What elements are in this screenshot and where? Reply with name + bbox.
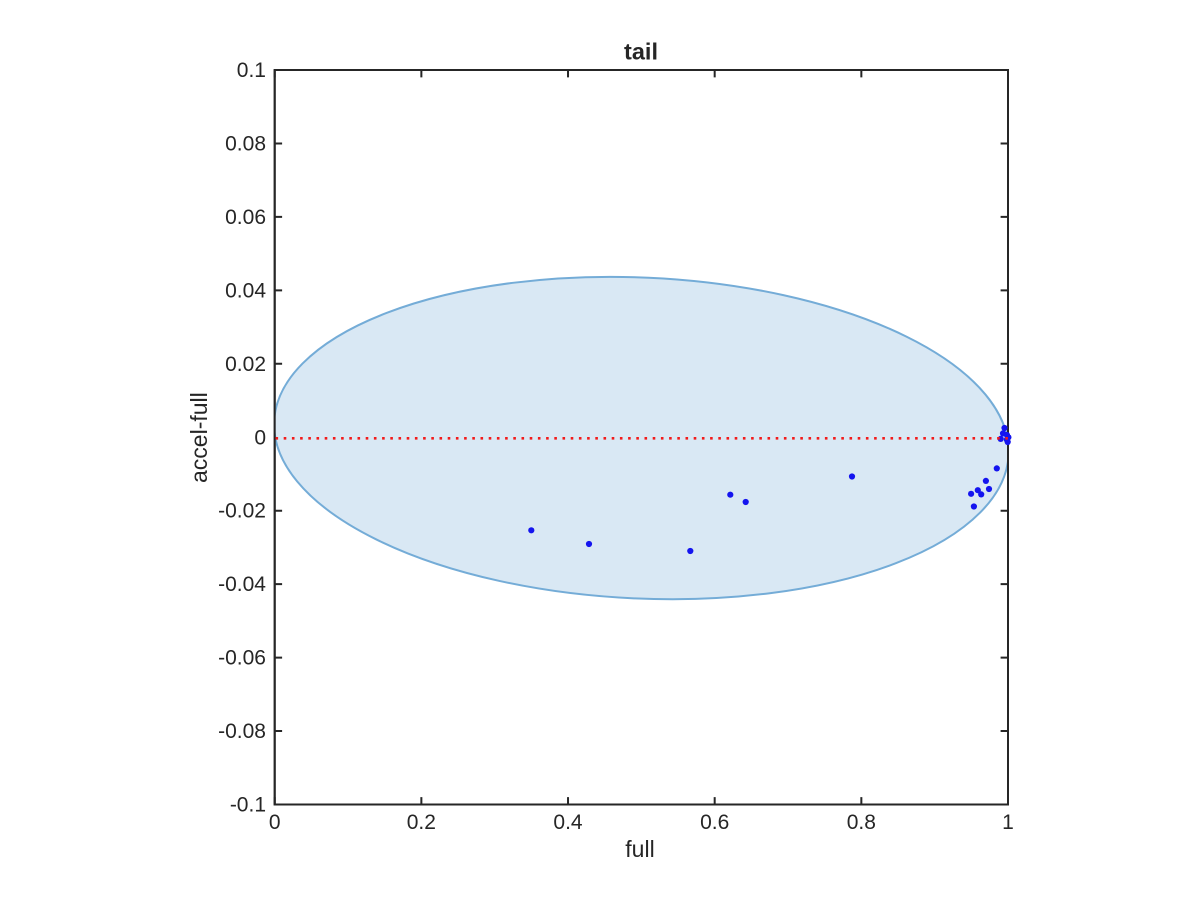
svg-text:-0.1: -0.1 (230, 794, 266, 817)
svg-text:full: full (625, 836, 654, 862)
svg-text:0.02: 0.02 (225, 353, 266, 376)
svg-text:0.06: 0.06 (225, 206, 266, 229)
svg-text:-0.02: -0.02 (218, 500, 266, 523)
svg-text:-0.06: -0.06 (218, 647, 266, 670)
svg-text:0: 0 (269, 811, 281, 834)
svg-text:accel-full: accel-full (186, 392, 212, 483)
svg-text:0.6: 0.6 (700, 811, 729, 834)
svg-text:0.2: 0.2 (407, 811, 436, 834)
svg-text:1: 1 (1002, 811, 1014, 834)
svg-text:0: 0 (254, 426, 266, 449)
svg-text:0.04: 0.04 (225, 279, 266, 302)
svg-text:0.4: 0.4 (553, 811, 583, 834)
svg-text:-0.04: -0.04 (218, 573, 266, 596)
svg-text:0.08: 0.08 (225, 133, 266, 156)
svg-text:0.1: 0.1 (237, 59, 266, 82)
svg-text:-0.08: -0.08 (218, 720, 266, 743)
svg-text:tail: tail (624, 39, 658, 65)
svg-text:0.8: 0.8 (847, 811, 876, 834)
